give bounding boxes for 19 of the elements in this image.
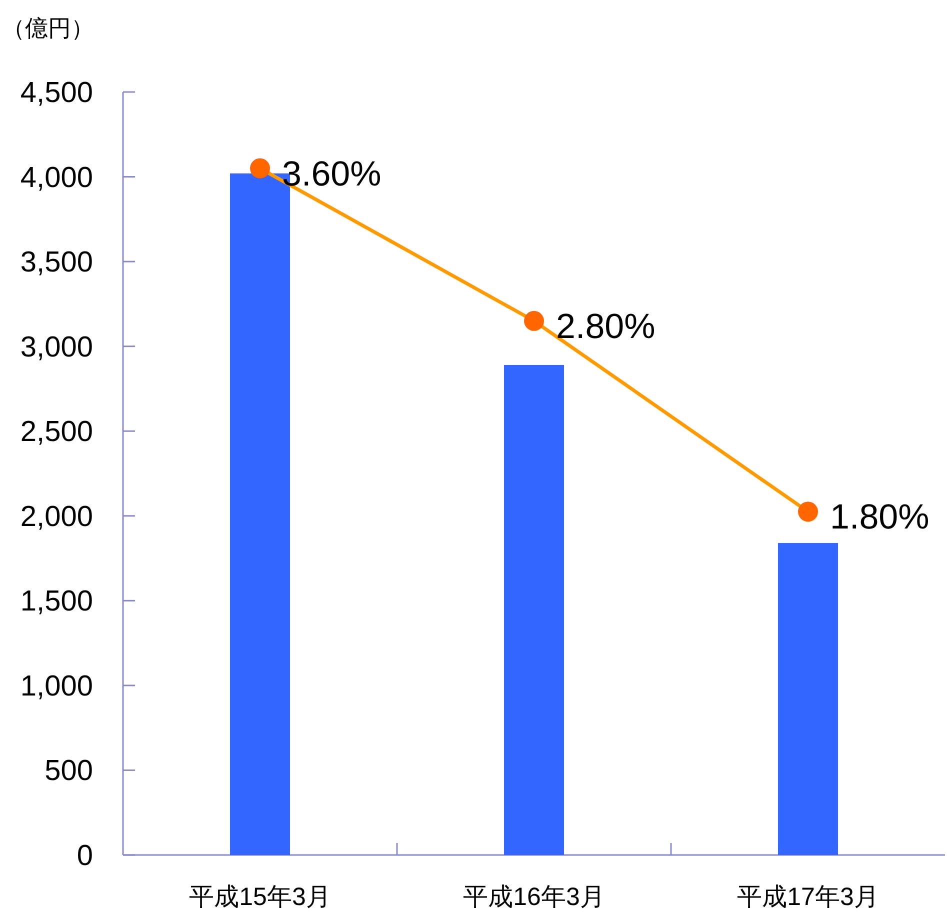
x-tick-label: 平成16年3月 — [463, 883, 605, 911]
x-tick-label: 平成17年3月 — [737, 883, 879, 911]
y-axis-title: （億円） — [2, 15, 94, 41]
data-label: 2.80% — [556, 306, 656, 346]
y-tick-label: 1,000 — [20, 670, 93, 702]
y-tick-label: 0 — [76, 840, 93, 872]
y-tick-label: 3,000 — [20, 331, 93, 364]
y-tick-label: 2,500 — [20, 416, 93, 448]
x-tick-label: 平成15年3月 — [189, 883, 331, 911]
y-tick-label: 1,500 — [20, 586, 93, 618]
y-tick-label: 500 — [44, 755, 93, 788]
y-tick-label: 3,500 — [20, 246, 93, 279]
data-label: 1.80% — [830, 498, 930, 537]
y-tick-label: 4,000 — [20, 162, 93, 194]
data-label: 3.60% — [282, 154, 382, 194]
bar — [778, 543, 838, 855]
bar — [504, 364, 564, 855]
y-tick-label: 4,500 — [20, 77, 93, 109]
y-tick-label: 2,000 — [20, 500, 93, 533]
